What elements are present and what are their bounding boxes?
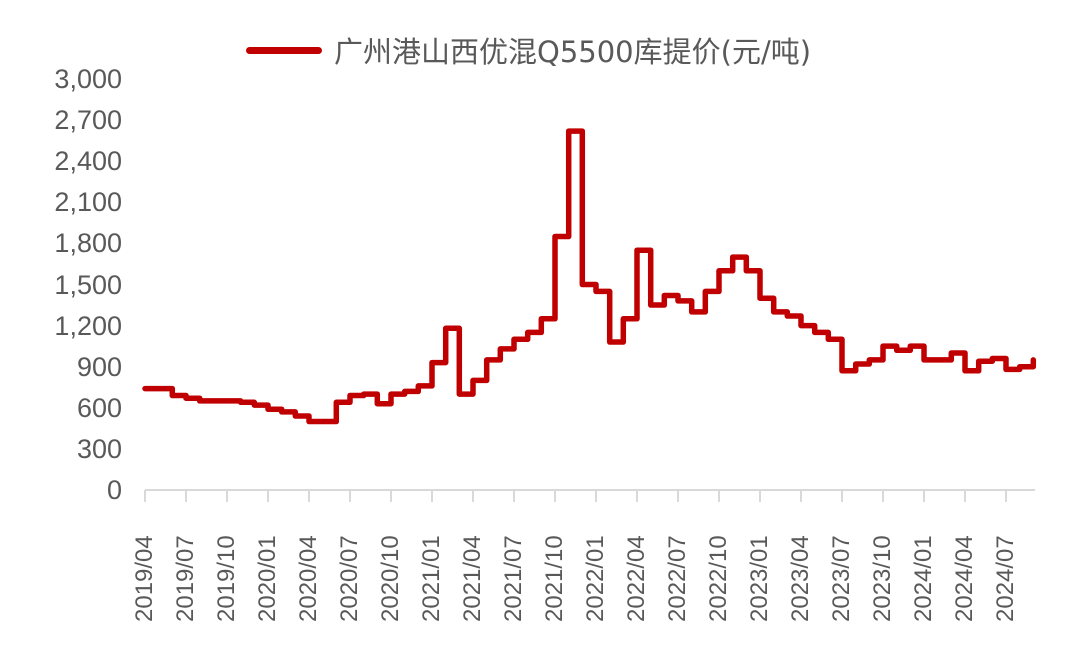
x-tick-label: 2021/10 (541, 535, 568, 622)
x-tick-label: 2022/01 (582, 535, 609, 622)
x-tick-label: 2020/01 (254, 535, 281, 622)
x-tick-label: 2021/07 (500, 535, 527, 622)
x-tick-label: 2020/10 (377, 535, 404, 622)
y-tick-label: 600 (76, 392, 122, 423)
x-tick-label: 2024/01 (910, 535, 937, 622)
y-tick-label: 2,400 (54, 146, 122, 177)
x-tick-label: 2019/07 (172, 535, 199, 622)
x-tick-label: 2024/07 (992, 535, 1019, 622)
x-tick-label: 2023/10 (869, 535, 896, 622)
y-tick-label: 2,700 (54, 105, 122, 136)
x-tick-label: 2021/04 (459, 535, 486, 622)
x-tick-label: 2021/01 (418, 535, 445, 622)
x-tick-label: 2020/04 (295, 535, 322, 622)
x-tick-label: 2023/07 (828, 535, 855, 622)
y-tick-label: 3,000 (54, 64, 122, 94)
price-line (142, 128, 1037, 425)
y-tick-label: 2,100 (54, 187, 122, 218)
legend-line-swatch (246, 46, 322, 54)
y-tick-label: 1,800 (54, 228, 122, 259)
x-tick-label: 2019/04 (131, 535, 158, 622)
x-tick-label: 2022/10 (705, 535, 732, 622)
axes (144, 489, 1035, 502)
y-tick-label: 1,500 (54, 269, 122, 300)
legend: 广州港山西优混Q5500库提价(元/吨) (246, 28, 811, 72)
x-tick-label: 2020/07 (336, 535, 363, 622)
x-tick-label: 2019/10 (213, 535, 240, 622)
y-tick-label: 300 (76, 433, 122, 464)
y-tick-label: 0 (106, 475, 122, 505)
x-tick-label: 2022/04 (623, 535, 650, 622)
x-tick-label: 2024/04 (951, 535, 978, 622)
y-tick-label: 900 (76, 351, 122, 382)
y-tick-label: 1,200 (54, 310, 122, 341)
x-tick-label: 2023/01 (746, 535, 773, 622)
x-tick-label: 2022/07 (664, 535, 691, 622)
legend-label: 广州港山西优混Q5500库提价(元/吨) (334, 35, 812, 69)
x-tick-label: 2023/04 (787, 535, 814, 622)
